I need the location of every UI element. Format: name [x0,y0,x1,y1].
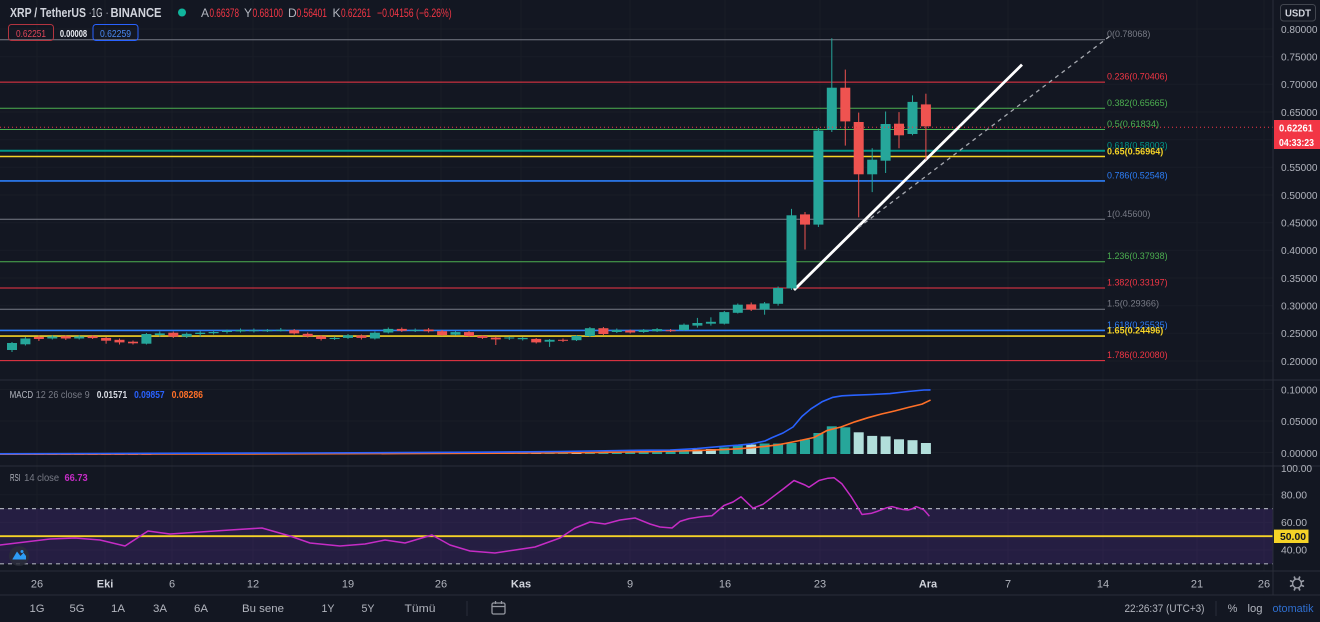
svg-text:0.618(0.58003): 0.618(0.58003) [1107,141,1168,152]
svg-text:·: · [105,5,109,20]
svg-text:Bu sene: Bu sene [242,603,284,615]
svg-text:5Y: 5Y [362,603,376,615]
svg-text:MACD: MACD [10,389,34,401]
svg-text:5G: 5G [70,603,85,615]
svg-text:23: 23 [814,579,826,591]
svg-text:0.50000: 0.50000 [1281,190,1318,202]
svg-text:0.786(0.52548): 0.786(0.52548) [1107,170,1168,181]
svg-text:0.382(0.65665): 0.382(0.65665) [1107,98,1168,109]
svg-text:Y: Y [244,6,252,20]
svg-text:14 close: 14 close [24,472,59,484]
svg-text:0.20000: 0.20000 [1281,356,1318,368]
svg-text:9: 9 [627,579,633,591]
svg-text:RSI: RSI [10,472,21,484]
svg-text:12 26 close 9: 12 26 close 9 [36,389,90,401]
svg-text:1G: 1G [92,5,103,20]
svg-text:0(0.78068): 0(0.78068) [1107,29,1150,40]
svg-text:80.00: 80.00 [1281,490,1307,502]
svg-text:60.00: 60.00 [1281,517,1307,529]
svg-text:40.00: 40.00 [1281,545,1307,557]
svg-text:Kas: Kas [511,579,531,591]
svg-text:0.09857: 0.09857 [134,389,165,401]
svg-text:1.65(0.24496): 1.65(0.24496) [1107,326,1163,337]
svg-text:0.70000: 0.70000 [1281,79,1318,91]
svg-text:50.00: 50.00 [1280,531,1306,543]
svg-text:D: D [288,6,297,20]
svg-text:0.55000: 0.55000 [1281,162,1318,174]
svg-text:1.786(0.20080): 1.786(0.20080) [1107,350,1168,361]
svg-text:0.35000: 0.35000 [1281,273,1318,285]
svg-text:log: log [1248,603,1263,615]
svg-text:66.73: 66.73 [65,472,88,484]
svg-text:BINANCE: BINANCE [111,5,162,20]
svg-text:16: 16 [719,579,731,591]
svg-text:K: K [333,6,341,20]
svg-text:0.25000: 0.25000 [1281,328,1318,340]
svg-text:0.62261: 0.62261 [1279,122,1313,134]
svg-text:otomatik: otomatik [1273,603,1314,615]
svg-text:0.45000: 0.45000 [1281,218,1318,230]
svg-text:1.382(0.33197): 1.382(0.33197) [1107,278,1168,289]
svg-text:·: · [88,5,92,20]
svg-text:−0.04156 (−6.26%): −0.04156 (−6.26%) [377,6,452,20]
svg-text:0.236(0.70406): 0.236(0.70406) [1107,72,1168,83]
svg-text:21: 21 [1191,579,1203,591]
svg-text:6A: 6A [194,603,209,615]
svg-text:Tümü: Tümü [405,603,436,615]
svg-text:7: 7 [1005,579,1011,591]
svg-text:0.68100: 0.68100 [253,6,284,20]
svg-text:0.30000: 0.30000 [1281,301,1318,313]
svg-text:0.62261: 0.62261 [341,6,371,20]
svg-text:1.236(0.37938): 1.236(0.37938) [1107,251,1168,262]
svg-text:1.618(0.25535): 1.618(0.25535) [1107,320,1168,331]
svg-text:6: 6 [169,579,175,591]
svg-text:0.08286: 0.08286 [172,389,204,401]
svg-text:14: 14 [1097,579,1109,591]
svg-text:0.62259: 0.62259 [100,28,131,40]
svg-text:Eki: Eki [97,579,114,591]
svg-text:19: 19 [342,579,354,591]
svg-text:26: 26 [31,579,43,591]
svg-text:0.40000: 0.40000 [1281,245,1318,257]
svg-text:1A: 1A [111,603,126,615]
svg-text:1(0.45600): 1(0.45600) [1107,209,1150,220]
svg-text:22:26:37 (UTC+3): 22:26:37 (UTC+3) [1125,603,1205,615]
svg-text:26: 26 [1258,579,1270,591]
svg-text:XRP / TetherUS: XRP / TetherUS [10,5,86,20]
svg-text:0.62251: 0.62251 [16,28,46,40]
svg-text:3A: 3A [153,603,168,615]
svg-text:0.66378: 0.66378 [210,6,240,20]
svg-text:04:33:23: 04:33:23 [1279,137,1314,149]
svg-text:0.65(0.56964): 0.65(0.56964) [1107,147,1163,158]
svg-text:12: 12 [247,579,259,591]
svg-text:26: 26 [435,579,447,591]
svg-text:0.05000: 0.05000 [1281,416,1318,428]
svg-text:Ara: Ara [919,579,938,591]
svg-text:0.00008: 0.00008 [60,28,87,40]
svg-text:0.75000: 0.75000 [1281,52,1318,64]
svg-text:%: % [1228,603,1238,615]
svg-text:0.00000: 0.00000 [1281,448,1318,460]
svg-text:1Y: 1Y [322,603,336,615]
svg-text:1.5(0.29366): 1.5(0.29366) [1107,299,1159,310]
svg-text:USDT: USDT [1285,8,1311,19]
svg-text:0.56401: 0.56401 [297,6,328,20]
svg-text:0.5(0.61834): 0.5(0.61834) [1107,119,1159,130]
svg-text:0.10000: 0.10000 [1281,384,1318,396]
svg-text:1G: 1G [30,603,45,615]
svg-text:100.00: 100.00 [1281,463,1312,475]
svg-text:0.01571: 0.01571 [97,389,128,401]
svg-text:A: A [201,6,209,20]
svg-text:0.80000: 0.80000 [1281,24,1318,36]
svg-text:0.65000: 0.65000 [1281,107,1318,119]
